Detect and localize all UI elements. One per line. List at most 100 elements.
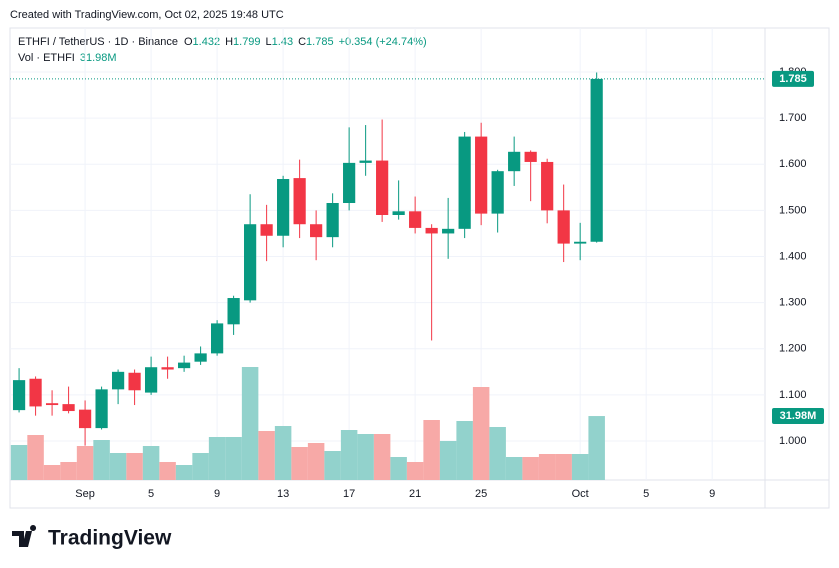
candle-body bbox=[194, 353, 207, 362]
volume-bar bbox=[258, 431, 275, 480]
volume-bar bbox=[159, 462, 176, 480]
x-tick-label: Sep bbox=[75, 488, 95, 500]
ohlc-letter: H bbox=[225, 36, 233, 48]
ohlc-letter: O bbox=[184, 36, 193, 48]
ohlc-value: 1.799 bbox=[233, 36, 261, 48]
candle-body bbox=[260, 224, 273, 236]
volume-bar bbox=[406, 462, 424, 480]
ohlc-value: 1.432 bbox=[193, 36, 221, 48]
volume-bar bbox=[588, 416, 605, 480]
ohlc-value: 1.785 bbox=[306, 36, 334, 48]
candle-body bbox=[326, 203, 339, 238]
candle-body bbox=[409, 211, 422, 228]
candle-body bbox=[491, 171, 504, 214]
volume-bar bbox=[142, 446, 160, 480]
created-note: Created with TradingView.com, Oct 02, 20… bbox=[10, 9, 284, 21]
candle-body bbox=[508, 151, 521, 172]
legend-volume: Vol · ETHFI 31.98M bbox=[18, 52, 117, 64]
candle-body bbox=[161, 367, 174, 370]
volume-bar bbox=[324, 451, 341, 480]
y-tick-label: 1.000 bbox=[779, 435, 807, 447]
candle-body bbox=[392, 211, 405, 215]
volume-bar bbox=[555, 454, 572, 480]
candle-body bbox=[458, 136, 471, 229]
x-tick-label: 9 bbox=[709, 488, 715, 500]
legend-ohlc: ETHFI / TetherUS · 1D · Binance O1.432 H1.… bbox=[18, 36, 427, 48]
volume-value: 31.98M bbox=[80, 52, 117, 64]
volume-bar bbox=[43, 465, 61, 480]
candle-body bbox=[244, 224, 257, 301]
volume-bar bbox=[126, 453, 143, 480]
volume-bar bbox=[192, 453, 209, 480]
x-tick-label: 5 bbox=[148, 488, 154, 500]
logo-text: TradingView bbox=[48, 527, 172, 550]
volume-bar bbox=[456, 421, 473, 480]
candle-body bbox=[277, 179, 290, 236]
candle-body bbox=[29, 378, 42, 407]
volume-bar bbox=[291, 447, 308, 480]
volume-bar bbox=[439, 441, 457, 480]
y-tick-label: 1.300 bbox=[779, 297, 807, 309]
candle-body bbox=[95, 389, 108, 429]
candle-body bbox=[293, 178, 306, 225]
volume-bar bbox=[208, 437, 226, 480]
ohlc-letter: L bbox=[266, 36, 272, 48]
candle-body bbox=[177, 362, 191, 369]
candle-body bbox=[45, 403, 59, 406]
candle-body bbox=[62, 404, 75, 412]
candle-body bbox=[425, 227, 438, 234]
y-tick-label: 1.400 bbox=[779, 250, 807, 262]
candle-body bbox=[376, 160, 389, 215]
y-tick-label: 1.100 bbox=[779, 389, 807, 401]
candle-body bbox=[310, 224, 323, 238]
x-tick-label: 13 bbox=[277, 488, 289, 500]
volume-bar bbox=[522, 457, 539, 480]
x-tick-label: 25 bbox=[475, 488, 487, 500]
volume-bar bbox=[472, 387, 490, 480]
last-price-label: 1.785 bbox=[779, 73, 807, 85]
candle-body bbox=[227, 298, 240, 325]
y-tick-label: 1.500 bbox=[779, 204, 807, 216]
volume-bar bbox=[340, 430, 358, 480]
candle-body bbox=[128, 372, 141, 391]
volume-bar bbox=[390, 457, 407, 480]
volume-bar bbox=[423, 420, 440, 480]
volume-bar bbox=[76, 446, 94, 480]
volume-bar bbox=[373, 434, 391, 480]
x-tick-label: 17 bbox=[343, 488, 355, 500]
candle-body bbox=[111, 371, 125, 390]
candle-body bbox=[574, 241, 587, 244]
candle-body bbox=[475, 136, 488, 214]
volume-bar bbox=[571, 454, 589, 480]
candle-body bbox=[524, 151, 537, 162]
volume-bar bbox=[175, 465, 193, 480]
ohlc-letter: C bbox=[298, 36, 306, 48]
symbol: ETHFI / TetherUS · 1D · Binance bbox=[18, 36, 178, 48]
last-price-tag bbox=[772, 70, 814, 87]
logo: TradingView bbox=[12, 525, 172, 550]
candle-body bbox=[78, 409, 92, 429]
volume-bar bbox=[10, 445, 28, 480]
volume-tag bbox=[772, 408, 824, 425]
candle-body bbox=[557, 210, 570, 244]
candle-body bbox=[343, 162, 356, 204]
volume-name: Vol · ETHFI bbox=[18, 52, 75, 64]
y-tick-label: 1.600 bbox=[779, 158, 807, 170]
volume-label: 31.98M bbox=[780, 410, 817, 422]
candle-body bbox=[442, 228, 455, 234]
volume-bar bbox=[538, 454, 556, 480]
volume-bar bbox=[307, 443, 325, 480]
volume-bar bbox=[505, 457, 523, 480]
x-tick-label: 9 bbox=[214, 488, 220, 500]
candle-body bbox=[359, 160, 372, 163]
candle-body bbox=[144, 367, 158, 393]
y-tick-label: 1.200 bbox=[779, 343, 807, 355]
y-tick-label: 1.700 bbox=[779, 112, 807, 124]
volume-bar bbox=[109, 453, 127, 480]
candle-body bbox=[211, 323, 224, 354]
volume-bar bbox=[60, 462, 77, 480]
volume-bar bbox=[93, 440, 110, 480]
volume-bar bbox=[27, 435, 44, 480]
chart-frame bbox=[9, 27, 830, 509]
